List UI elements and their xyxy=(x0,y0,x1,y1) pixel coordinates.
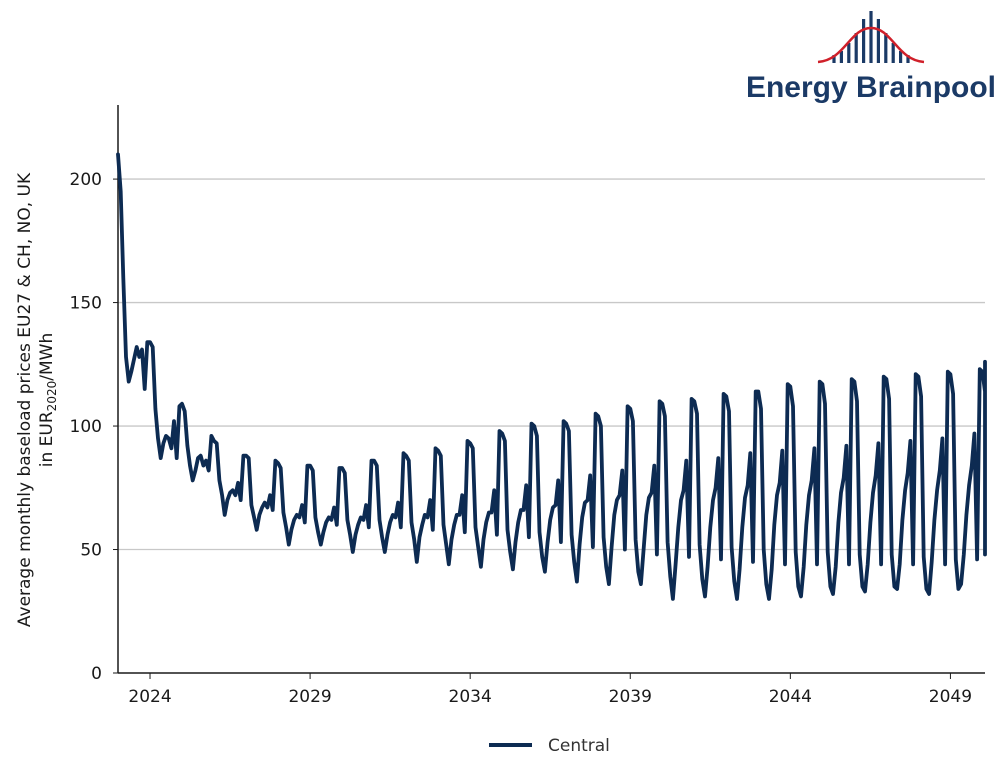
x-tick-label-2029: 2029 xyxy=(288,687,331,707)
logo-bar xyxy=(906,55,910,63)
x-tick-label-2024: 2024 xyxy=(128,687,171,707)
x-tick-label-2049: 2049 xyxy=(929,687,972,707)
brand-name: Energy Brainpool xyxy=(746,71,996,104)
x-tick-label-2044: 2044 xyxy=(769,687,812,707)
y-axis-label: Average monthly baseload prices EU27 & C… xyxy=(15,172,35,627)
y-axis-unit-suffix: /MWh xyxy=(37,333,57,381)
logo-bar xyxy=(832,55,836,63)
y-tick-label-50: 50 xyxy=(80,541,102,561)
y-tick-label-0: 0 xyxy=(91,664,102,684)
series-line-central xyxy=(116,152,987,601)
logo-bar xyxy=(899,51,903,63)
logo-bar xyxy=(891,43,895,63)
y-axis-label-unit: in EUR2020/MWh xyxy=(37,333,59,467)
logo-bars-icon xyxy=(832,11,910,63)
logo-bar xyxy=(862,19,866,63)
logo-bar xyxy=(876,19,880,63)
x-tick-label-2034: 2034 xyxy=(449,687,492,707)
logo-bar xyxy=(839,51,843,63)
y-tick-label-100: 100 xyxy=(70,417,102,437)
y-axis-unit-prefix: in EUR xyxy=(37,411,57,467)
logo-bar xyxy=(884,33,888,63)
logo-bar xyxy=(869,11,873,63)
logo-arc-icon xyxy=(817,26,925,64)
legend: Central xyxy=(489,736,610,756)
logo-bar xyxy=(854,33,858,63)
x-tick-labels: 2024 2029 2034 2039 2044 2049 xyxy=(128,673,972,707)
brand-logo: Energy Brainpool xyxy=(746,11,996,104)
y-tick-label-150: 150 xyxy=(70,294,102,314)
x-tick-label-2039: 2039 xyxy=(609,687,652,707)
grid-lines xyxy=(118,178,985,551)
y-tick-labels: 0 50 100 150 200 xyxy=(70,170,118,684)
y-tick-label-200: 200 xyxy=(70,170,102,190)
y-axis-unit-subscript: 2020 xyxy=(45,381,59,412)
logo-bar xyxy=(847,43,851,63)
legend-label-central: Central xyxy=(548,736,610,756)
